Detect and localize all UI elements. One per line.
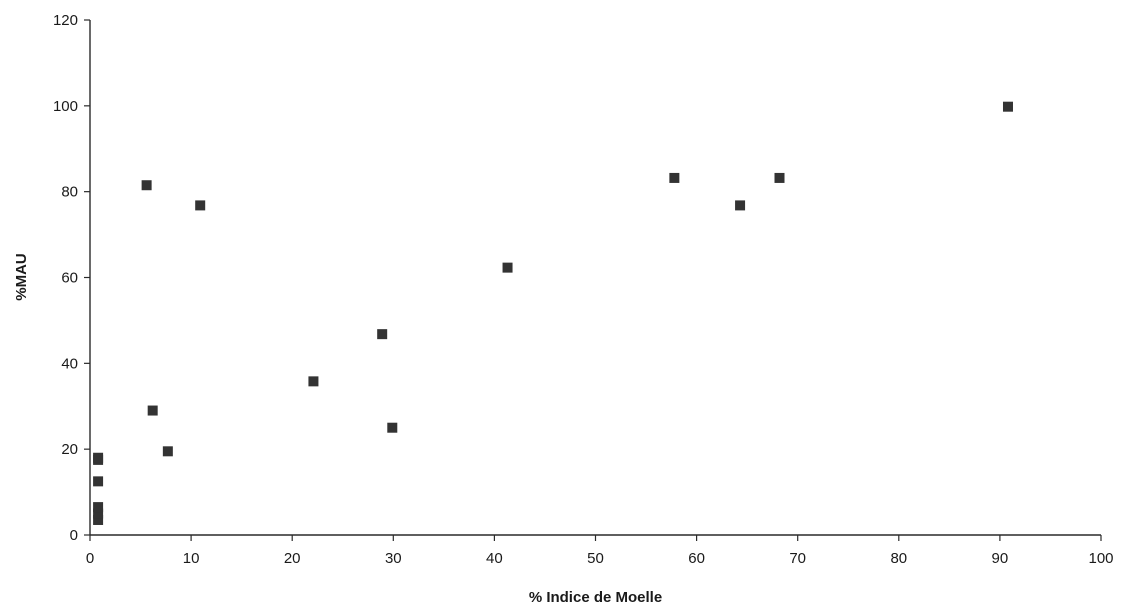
- data-point: [93, 514, 104, 525]
- data-point: [308, 376, 319, 387]
- data-point: [195, 200, 206, 211]
- x-tick-label: 20: [284, 550, 301, 567]
- x-tick-label: 40: [486, 550, 503, 567]
- data-point: [669, 172, 680, 183]
- data-point: [1002, 101, 1013, 112]
- data-point: [93, 508, 104, 519]
- x-tick-label: 70: [789, 550, 806, 567]
- data-point: [93, 452, 104, 463]
- x-tick-label: 80: [890, 550, 907, 567]
- x-tick-label: 90: [992, 550, 1009, 567]
- y-tick-label: 60: [61, 270, 78, 287]
- x-tick-label: 0: [86, 550, 94, 567]
- y-axis-label: %MAU: [13, 253, 30, 301]
- data-point: [377, 329, 388, 340]
- y-tick-label: 0: [70, 527, 78, 544]
- data-point: [162, 446, 173, 457]
- x-tick-label: 50: [587, 550, 604, 567]
- y-tick-label: 100: [53, 98, 78, 115]
- data-point: [141, 180, 152, 191]
- data-point: [387, 422, 398, 433]
- data-point: [147, 405, 158, 416]
- y-tick-label: 40: [61, 355, 78, 372]
- data-points: [93, 101, 1013, 525]
- data-point: [774, 172, 785, 183]
- y-axis-ticks: 0 20 40 60 80 100 120: [53, 12, 90, 544]
- x-axis-ticks: 0 10 20 30 40 50 60 70 80 90 100: [86, 535, 1114, 567]
- y-tick-label: 120: [53, 12, 78, 29]
- y-tick-label: 20: [61, 441, 78, 458]
- data-point: [93, 502, 104, 513]
- x-tick-label: 30: [385, 550, 402, 567]
- data-point: [502, 262, 513, 273]
- x-tick-label: 100: [1088, 550, 1113, 567]
- x-axis-label: % Indice de Moelle: [529, 589, 662, 606]
- data-point: [93, 476, 104, 487]
- y-tick-label: 80: [61, 184, 78, 201]
- data-point: [735, 200, 746, 211]
- x-tick-label: 10: [183, 550, 200, 567]
- x-tick-label: 60: [688, 550, 705, 567]
